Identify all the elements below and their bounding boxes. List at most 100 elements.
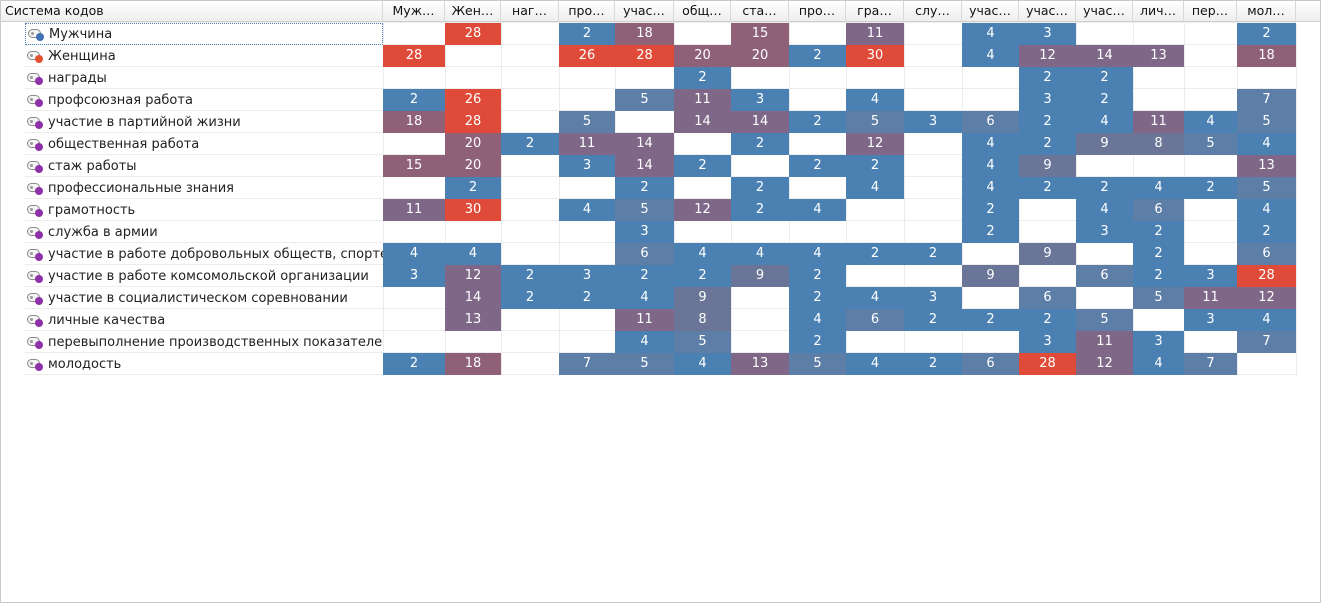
matrix-cell[interactable]: 4 (962, 23, 1019, 45)
matrix-cell[interactable]: 9 (674, 287, 731, 309)
matrix-cell[interactable]: 20 (674, 45, 731, 67)
matrix-cell[interactable]: 5 (1237, 177, 1296, 199)
matrix-cell[interactable]: 3 (904, 287, 962, 309)
code-row-label[interactable]: награды (25, 67, 383, 89)
matrix-cell[interactable]: 20 (445, 133, 501, 155)
matrix-cell[interactable]: 2 (1133, 243, 1184, 265)
matrix-cell[interactable]: 11 (1133, 111, 1184, 133)
matrix-cell[interactable]: 14 (615, 133, 674, 155)
matrix-cell[interactable]: 30 (445, 199, 501, 221)
matrix-cell[interactable]: 13 (1237, 155, 1296, 177)
code-row-label[interactable]: молодость (25, 353, 383, 375)
matrix-cell[interactable]: 12 (1019, 45, 1076, 67)
matrix-cell[interactable]: 12 (846, 133, 904, 155)
code-row-label[interactable]: профессиональные знания (25, 177, 383, 199)
matrix-cell[interactable]: 3 (383, 265, 445, 287)
matrix-cell[interactable]: 2 (789, 111, 846, 133)
code-row-label[interactable]: стаж работы (25, 155, 383, 177)
matrix-cell[interactable]: 5 (674, 331, 731, 353)
column-header-6[interactable]: общ… (674, 1, 731, 22)
matrix-cell[interactable]: 4 (846, 287, 904, 309)
matrix-cell[interactable]: 12 (1076, 353, 1133, 375)
matrix-cell[interactable]: 6 (615, 243, 674, 265)
matrix-cell[interactable]: 4 (846, 89, 904, 111)
matrix-cell[interactable]: 2 (904, 243, 962, 265)
matrix-cell[interactable]: 4 (383, 243, 445, 265)
matrix-cell[interactable]: 2 (789, 265, 846, 287)
matrix-cell[interactable]: 5 (846, 111, 904, 133)
matrix-cell[interactable]: 6 (1019, 287, 1076, 309)
matrix-cell[interactable]: 2 (846, 155, 904, 177)
matrix-cell[interactable]: 2 (445, 177, 501, 199)
matrix-cell[interactable]: 2 (383, 353, 445, 375)
column-header-11[interactable]: учас… (962, 1, 1019, 22)
code-row-label[interactable]: профсоюзная работа (25, 89, 383, 111)
matrix-cell[interactable]: 11 (383, 199, 445, 221)
matrix-cell[interactable]: 4 (789, 309, 846, 331)
matrix-cell[interactable]: 4 (962, 155, 1019, 177)
matrix-cell[interactable]: 2 (1019, 67, 1076, 89)
matrix-cell[interactable]: 18 (615, 23, 674, 45)
column-header-4[interactable]: про… (559, 1, 615, 22)
matrix-cell[interactable]: 5 (559, 111, 615, 133)
matrix-cell[interactable]: 28 (383, 45, 445, 67)
matrix-cell[interactable]: 4 (1237, 199, 1296, 221)
matrix-cell[interactable]: 20 (731, 45, 789, 67)
matrix-cell[interactable]: 3 (731, 89, 789, 111)
matrix-cell[interactable]: 4 (615, 331, 674, 353)
matrix-cell[interactable]: 30 (846, 45, 904, 67)
matrix-cell[interactable]: 2 (904, 353, 962, 375)
column-header-10[interactable]: слу… (904, 1, 962, 22)
matrix-cell[interactable]: 2 (501, 265, 559, 287)
column-header-5[interactable]: учас… (615, 1, 674, 22)
matrix-cell[interactable]: 2 (731, 199, 789, 221)
matrix-cell[interactable]: 12 (1237, 287, 1296, 309)
matrix-cell[interactable]: 7 (1237, 331, 1296, 353)
matrix-cell[interactable]: 4 (445, 243, 501, 265)
matrix-cell[interactable]: 8 (674, 309, 731, 331)
matrix-cell[interactable]: 3 (1019, 89, 1076, 111)
matrix-cell[interactable]: 7 (559, 353, 615, 375)
column-header-2[interactable]: Жен… (445, 1, 501, 22)
matrix-cell[interactable]: 3 (1133, 331, 1184, 353)
column-header-9[interactable]: гра… (846, 1, 904, 22)
matrix-cell[interactable]: 4 (1076, 111, 1133, 133)
matrix-cell[interactable]: 2 (615, 177, 674, 199)
matrix-cell[interactable]: 6 (1076, 265, 1133, 287)
matrix-cell[interactable]: 11 (674, 89, 731, 111)
matrix-cell[interactable]: 2 (1133, 221, 1184, 243)
matrix-cell[interactable]: 18 (1237, 45, 1296, 67)
matrix-cell[interactable]: 2 (1019, 133, 1076, 155)
column-header-16[interactable]: мол… (1237, 1, 1296, 22)
matrix-cell[interactable]: 2 (1237, 221, 1296, 243)
matrix-cell[interactable]: 2 (615, 265, 674, 287)
matrix-cell[interactable]: 4 (1133, 177, 1184, 199)
matrix-cell[interactable]: 7 (1237, 89, 1296, 111)
matrix-cell[interactable]: 9 (731, 265, 789, 287)
column-header-15[interactable]: пер… (1184, 1, 1237, 22)
matrix-cell[interactable]: 4 (846, 353, 904, 375)
matrix-cell[interactable]: 15 (383, 155, 445, 177)
matrix-cell[interactable]: 2 (789, 45, 846, 67)
matrix-cell[interactable]: 3 (1184, 265, 1237, 287)
matrix-cell[interactable]: 11 (846, 23, 904, 45)
matrix-cell[interactable]: 3 (559, 265, 615, 287)
matrix-cell[interactable]: 2 (501, 133, 559, 155)
matrix-cell[interactable]: 2 (731, 133, 789, 155)
matrix-cell[interactable]: 3 (1019, 331, 1076, 353)
matrix-cell[interactable]: 4 (1133, 353, 1184, 375)
matrix-cell[interactable]: 2 (501, 287, 559, 309)
matrix-cell[interactable]: 5 (1076, 309, 1133, 331)
matrix-cell[interactable]: 4 (789, 199, 846, 221)
column-header-code-system[interactable]: Система кодов (1, 1, 383, 22)
matrix-cell[interactable]: 2 (1019, 309, 1076, 331)
matrix-cell[interactable]: 3 (559, 155, 615, 177)
matrix-cell[interactable]: 2 (674, 265, 731, 287)
matrix-cell[interactable]: 4 (1076, 199, 1133, 221)
matrix-cell[interactable]: 3 (615, 221, 674, 243)
matrix-cell[interactable]: 14 (674, 111, 731, 133)
matrix-cell[interactable]: 2 (962, 199, 1019, 221)
matrix-cell[interactable]: 4 (962, 45, 1019, 67)
matrix-cell[interactable]: 15 (731, 23, 789, 45)
matrix-cell[interactable]: 4 (962, 133, 1019, 155)
